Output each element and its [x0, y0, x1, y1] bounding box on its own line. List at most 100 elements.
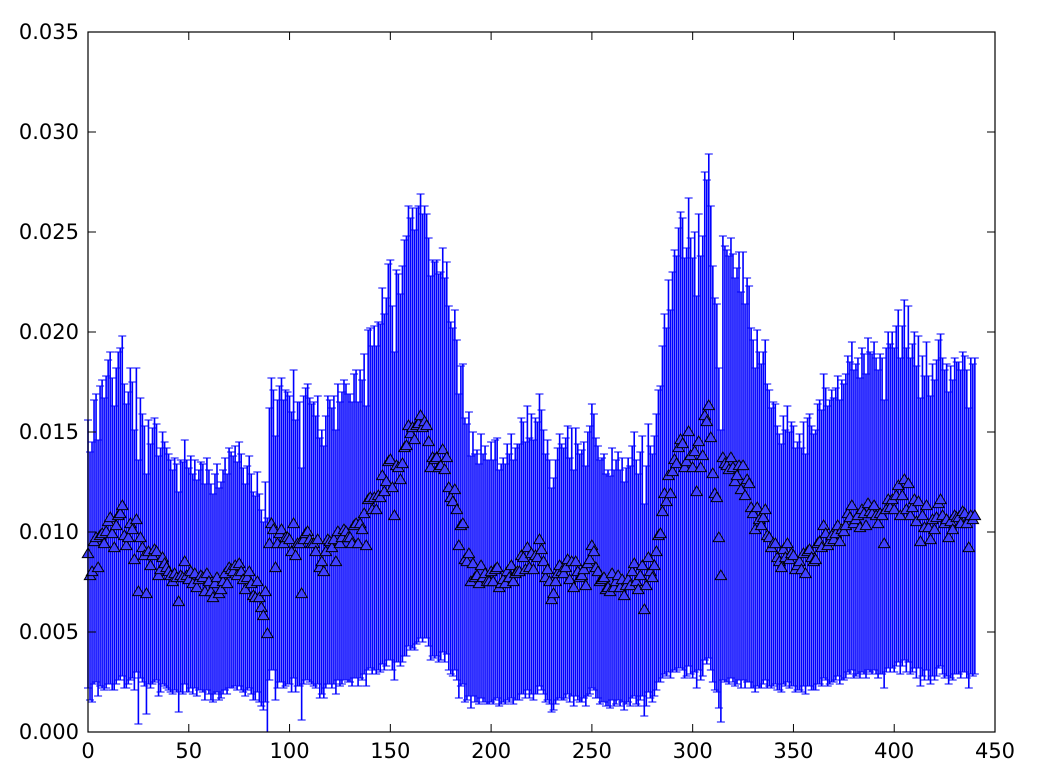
data-point [627, 557, 641, 569]
data-point [968, 509, 982, 521]
data-point [446, 495, 460, 507]
data-point [422, 435, 436, 447]
data-point [867, 499, 881, 511]
data-point [730, 469, 744, 481]
data-point [633, 569, 647, 581]
data-point [190, 581, 204, 593]
data-point [704, 431, 718, 443]
data-point [712, 531, 726, 543]
data-point [369, 503, 383, 515]
data-point [317, 565, 331, 577]
data-point [329, 555, 343, 567]
data-point [798, 567, 813, 579]
data-point [462, 547, 476, 559]
data-point [678, 461, 692, 473]
data-point [549, 575, 563, 587]
data-point [682, 425, 696, 437]
data-point [232, 557, 246, 569]
data-point [315, 555, 329, 567]
data-point [526, 563, 541, 575]
y-tick-label: 0.035 [19, 20, 79, 44]
data-point [776, 543, 790, 555]
y-tick-label: 0.005 [19, 620, 79, 644]
data-point [266, 523, 281, 535]
data-point [274, 523, 289, 535]
data-point [710, 491, 724, 503]
x-axis-ticks: 0 50 100 150 200 250 300 350 400 450 [81, 32, 1015, 763]
data-point [474, 559, 488, 571]
data-point [625, 565, 639, 577]
data-point [680, 455, 694, 467]
data-point [252, 591, 266, 603]
data-point [690, 485, 704, 497]
data-point [700, 415, 714, 427]
y-tick-label: 0.015 [19, 420, 79, 444]
data-point [738, 489, 752, 501]
y-tick-label: 0.020 [19, 320, 79, 344]
data-point [792, 555, 807, 567]
data-point [728, 475, 742, 487]
data-point [780, 537, 794, 549]
data-point [127, 553, 141, 565]
data-point [333, 537, 347, 549]
data-point [107, 541, 121, 553]
data-point [149, 545, 164, 557]
data-point [583, 553, 597, 565]
data-point [659, 495, 674, 507]
data-point [809, 553, 823, 565]
data-point [942, 531, 956, 543]
data-point [901, 477, 915, 489]
data-point [504, 559, 518, 571]
data-point [756, 511, 770, 523]
data-point [647, 559, 661, 571]
data-point [919, 499, 934, 511]
data-point [742, 477, 756, 489]
data-point [301, 525, 315, 537]
data-point [143, 559, 158, 571]
data-point [436, 443, 450, 455]
data-point [905, 501, 919, 513]
data-point [379, 475, 393, 487]
x-tick-label: 450 [975, 739, 1015, 763]
data-point [506, 575, 520, 587]
data-point [617, 589, 631, 601]
data-point [692, 435, 706, 447]
data-point [133, 531, 147, 543]
data-point [536, 555, 551, 567]
data-point [915, 509, 930, 521]
data-point [591, 565, 605, 577]
data-point [383, 453, 397, 465]
data-point [262, 537, 276, 549]
data-point [540, 563, 555, 575]
data-point [256, 609, 270, 621]
y-tick-label: 0.025 [19, 220, 79, 244]
x-tick-label: 300 [673, 739, 713, 763]
data-point [351, 537, 365, 549]
data-point [575, 569, 589, 581]
data-point [172, 595, 186, 607]
data-point [724, 451, 738, 463]
data-point [129, 513, 143, 525]
x-tick-label: 200 [471, 739, 511, 763]
data-point [577, 563, 591, 575]
data-point [817, 519, 831, 531]
data-point [714, 569, 728, 581]
data-point [258, 585, 272, 597]
x-tick-label: 350 [773, 739, 813, 763]
data-point [547, 587, 561, 599]
data-point [871, 517, 885, 529]
data-point [289, 549, 303, 561]
data-point [214, 583, 228, 595]
data-point [639, 579, 653, 591]
data-point [688, 445, 702, 457]
data-point [837, 525, 851, 537]
data-point [131, 585, 145, 597]
data-point [151, 569, 166, 581]
data-point [587, 545, 601, 557]
data-point [877, 537, 891, 549]
data-point [311, 533, 325, 545]
data-point [706, 467, 720, 479]
data-point [97, 537, 111, 549]
data-point [420, 419, 434, 431]
